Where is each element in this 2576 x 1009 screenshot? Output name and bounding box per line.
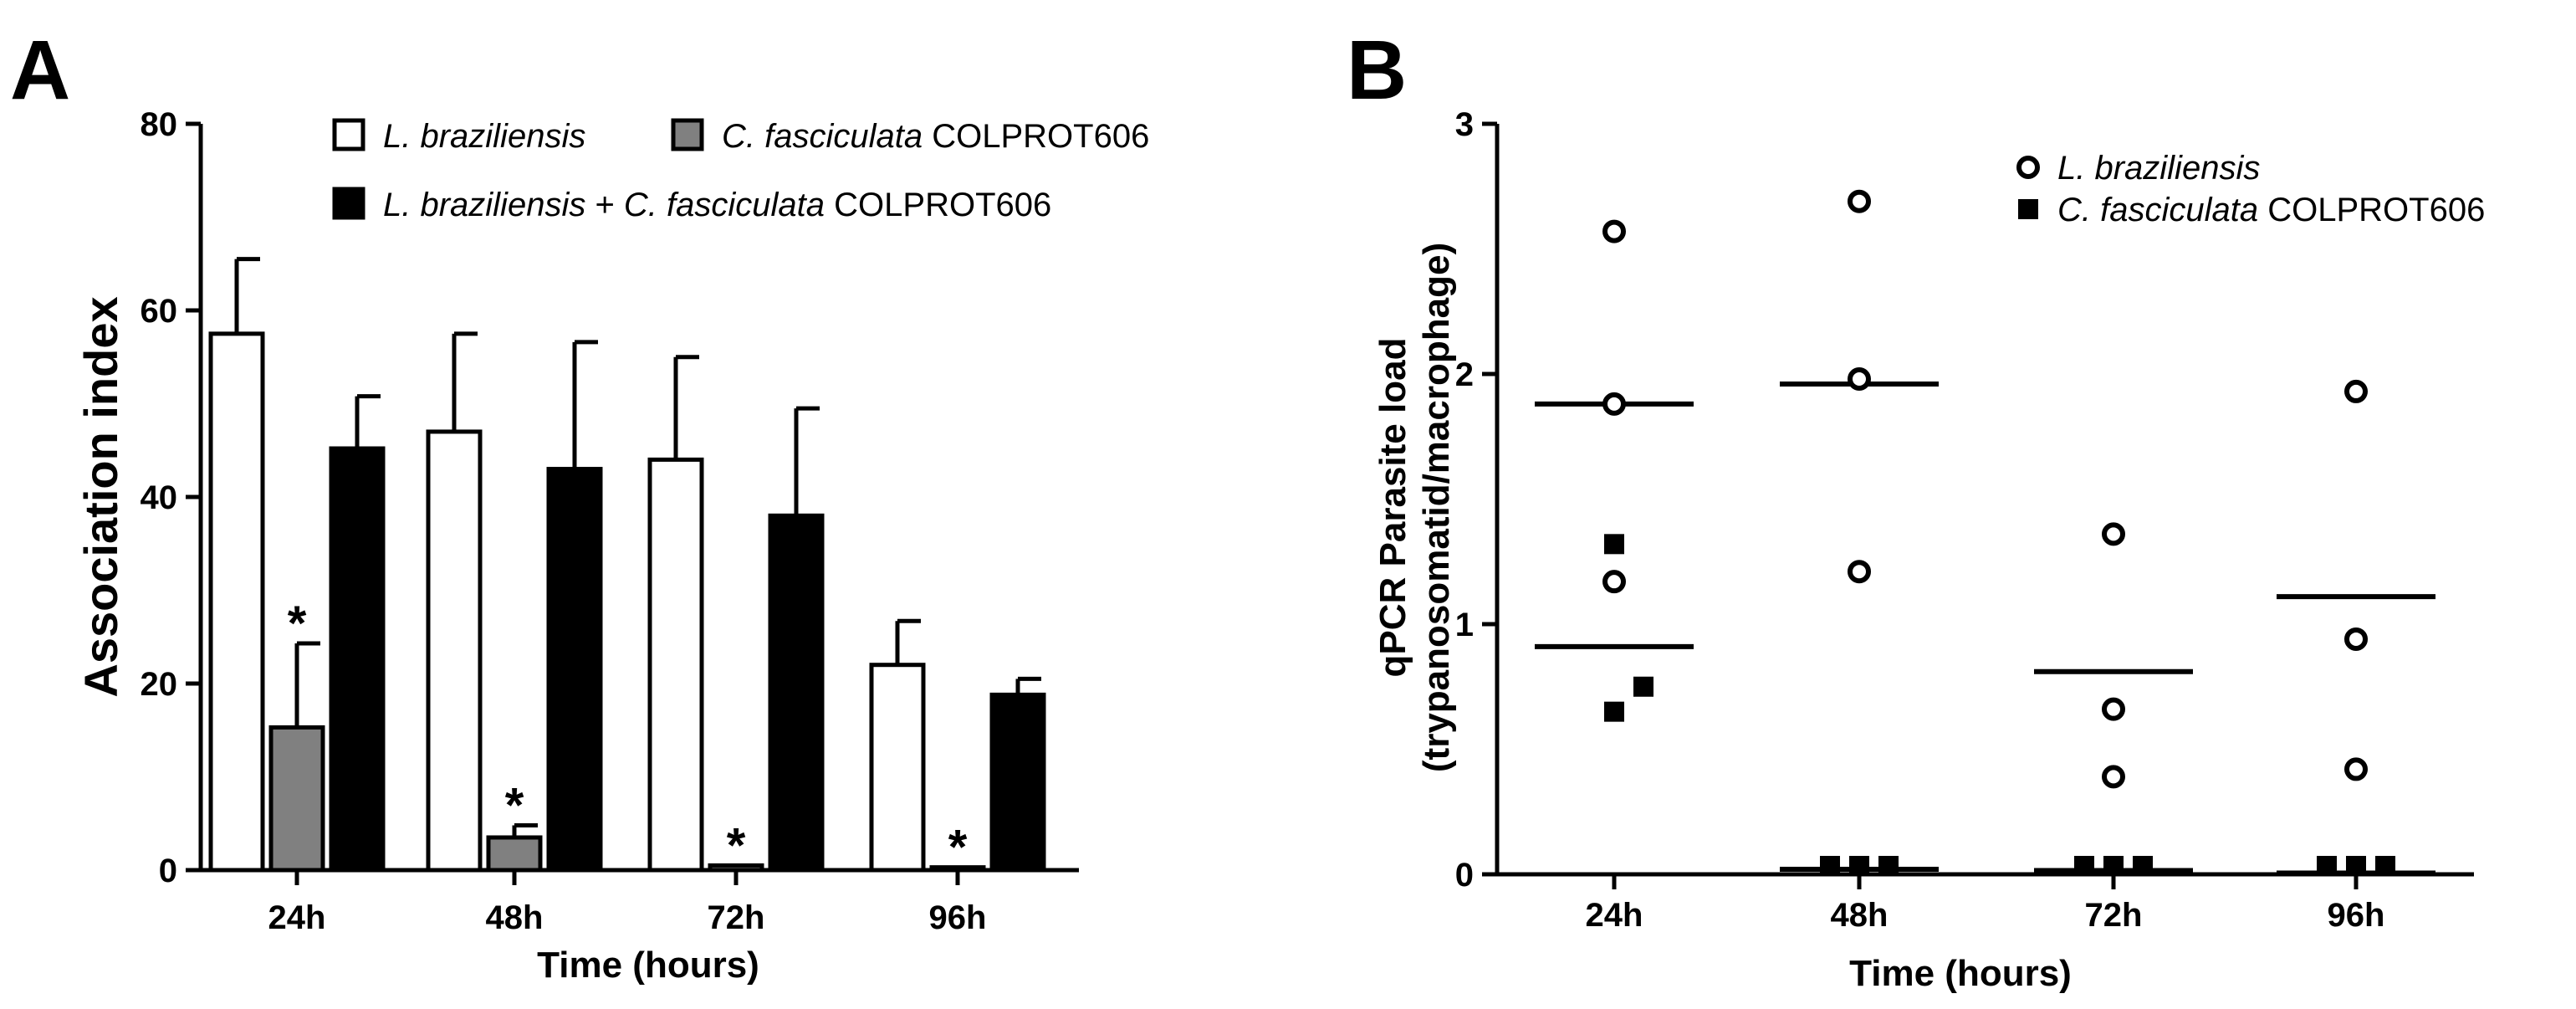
data-point-circle — [2102, 765, 2125, 789]
legend-swatch — [332, 118, 365, 151]
data-point-circle — [2344, 757, 2368, 781]
x-tick-label: 48h — [486, 899, 544, 936]
y-tick-label: 0 — [1455, 857, 1474, 894]
bar — [486, 835, 543, 873]
y-tick-label: 80 — [141, 106, 178, 143]
legend-entry-label: L. braziliensis + C. fasciculata COLPROT… — [383, 187, 1051, 223]
bar — [268, 725, 325, 873]
data-point-circle — [2344, 627, 2368, 651]
significance-star: * — [948, 821, 968, 875]
bar — [768, 513, 825, 873]
data-point-circle — [1848, 560, 1871, 584]
bar — [208, 331, 265, 873]
legend-entry-label: C. fasciculata COLPROT606 — [2057, 192, 2485, 228]
bar — [708, 863, 764, 873]
data-point-circle — [1602, 219, 1626, 243]
data-point-square — [2103, 856, 2124, 876]
data-point-circle — [2344, 379, 2368, 403]
legend: L. braziliensis C. fasciculata COLPROT606 — [2016, 150, 2485, 228]
y-tick-label: 2 — [1455, 356, 1474, 393]
y-tick-label: 3 — [1455, 106, 1474, 143]
data-point-circle — [2102, 522, 2125, 546]
x-tick-label: 96h — [929, 899, 987, 936]
bar — [869, 663, 926, 873]
legend-swatch — [332, 187, 365, 220]
bar — [647, 457, 704, 873]
legend-marker-circle — [2016, 156, 2040, 179]
y-tick-label: 60 — [141, 293, 178, 330]
data-point-square — [2074, 856, 2094, 876]
x-tick-label: 24h — [268, 899, 326, 936]
x-axis-label: Time (hours) — [537, 945, 759, 986]
legend-swatch — [671, 118, 704, 151]
y-tick-label: 1 — [1455, 607, 1474, 643]
legend-entry-label: L. braziliensis — [383, 118, 585, 155]
significance-star: * — [505, 778, 524, 832]
x-tick-label: 72h — [708, 899, 765, 936]
y-tick-label: 40 — [141, 479, 178, 516]
data-point-square — [2346, 856, 2366, 876]
y-axis-label-line2: (trypanosomatid/macrophage) — [1416, 243, 1457, 772]
y-tick-label: 20 — [141, 666, 178, 703]
data-point-square — [2317, 856, 2337, 876]
bar — [929, 865, 986, 873]
legend-marker-square — [2018, 199, 2038, 219]
panel-b-scatter-chart: 0 1 2 3 24h 48h 72h 96h Time (hours) qPCR Parasit… — [1372, 106, 2485, 994]
bar — [426, 429, 483, 873]
bar — [989, 692, 1046, 873]
x-tick-label: 24h — [1586, 897, 1643, 934]
y-axis-label-line1: qPCR Parasite load — [1372, 338, 1413, 678]
panel-a-bar-chart: 0 20 40 60 80 24h 48h 72h 96h * * * * Time (hours) Ass… — [74, 106, 1149, 986]
data-point-circle — [1848, 366, 1871, 391]
bar — [546, 467, 603, 873]
data-point-square — [1878, 856, 1899, 876]
significance-star: * — [727, 818, 746, 873]
data-point-square — [1849, 856, 1869, 876]
legend-entry-label: L. braziliensis — [2057, 150, 2260, 187]
data-point-circle — [1602, 570, 1626, 594]
data-point-square — [2133, 856, 2153, 876]
y-tick-label: 0 — [159, 853, 177, 889]
significance-star: * — [288, 597, 307, 651]
data-point-square — [2375, 856, 2395, 876]
data-point-circle — [2102, 697, 2125, 721]
y-axis-label: Association index — [74, 296, 127, 697]
data-point-square — [1604, 534, 1624, 555]
data-point-square — [1820, 856, 1840, 876]
x-tick-label: 96h — [2328, 897, 2385, 934]
bar — [329, 446, 386, 873]
x-tick-label: 72h — [2085, 897, 2143, 934]
data-point-square — [1604, 701, 1624, 722]
data-point-square — [1633, 676, 1653, 697]
panel-b-letter: B — [1347, 23, 1407, 117]
panel-a-letter: A — [10, 23, 70, 117]
legend: L. braziliensis C. fasciculata COLPROT606… — [332, 118, 1149, 223]
data-point-circle — [1848, 189, 1871, 213]
data-point-circle — [1602, 392, 1626, 416]
x-axis-label: Time (hours) — [1849, 953, 2072, 994]
x-tick-label: 48h — [1831, 897, 1889, 934]
legend-entry-label: C. fasciculata COLPROT606 — [722, 118, 1149, 155]
